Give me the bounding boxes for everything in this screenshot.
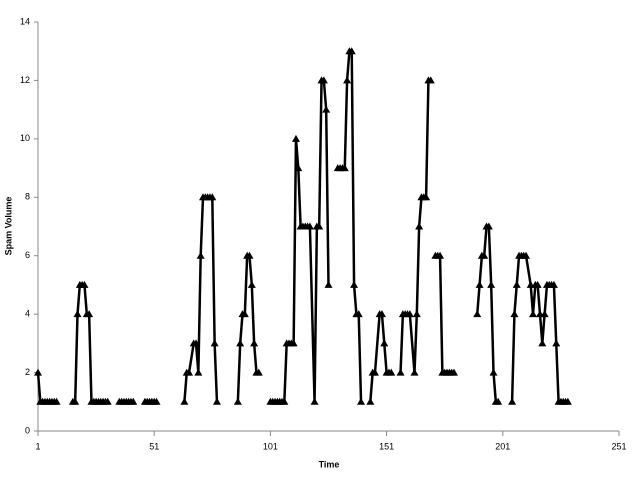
marker	[350, 280, 359, 288]
marker	[366, 397, 375, 405]
marker	[354, 310, 363, 318]
marker	[196, 251, 205, 259]
y-tick-label: 0	[25, 425, 30, 435]
marker	[343, 76, 352, 84]
x-tick-label: 151	[379, 441, 394, 451]
marker	[473, 310, 482, 318]
marker	[289, 339, 298, 347]
marker	[319, 76, 328, 84]
marker	[475, 280, 484, 288]
x-tick-label: 1	[35, 441, 40, 451]
x-tick-label: 101	[263, 441, 278, 451]
x-tick-label: 201	[495, 441, 510, 451]
marker	[85, 310, 94, 318]
marker	[533, 280, 542, 288]
marker	[210, 339, 219, 347]
marker	[185, 368, 194, 376]
y-axis-label: Spam Volume	[3, 197, 13, 256]
y-tick-label: 12	[20, 75, 30, 85]
marker	[357, 397, 366, 405]
y-tick-label: 4	[25, 309, 30, 319]
marker	[315, 222, 324, 230]
marker	[103, 397, 112, 405]
y-tick-label: 2	[25, 367, 30, 377]
marker	[294, 164, 303, 172]
marker	[236, 339, 245, 347]
x-tick-label: 251	[611, 441, 626, 451]
marker	[240, 310, 249, 318]
x-axis-label: Time	[319, 459, 340, 469]
marker	[129, 397, 138, 405]
marker	[370, 368, 379, 376]
marker	[512, 280, 521, 288]
marker	[415, 222, 424, 230]
marker	[305, 222, 314, 230]
marker	[549, 280, 558, 288]
marker	[340, 164, 349, 172]
marker	[245, 251, 254, 259]
marker	[233, 397, 242, 405]
y-tick-label: 14	[20, 16, 30, 26]
marker	[322, 105, 331, 113]
marker	[422, 193, 431, 201]
marker	[212, 397, 221, 405]
marker	[538, 339, 547, 347]
marker	[436, 251, 445, 259]
marker	[247, 280, 256, 288]
marker	[494, 397, 503, 405]
marker	[449, 368, 458, 376]
marker	[563, 397, 572, 405]
marker	[412, 310, 421, 318]
marker	[377, 310, 386, 318]
marker	[291, 134, 300, 142]
marker	[347, 47, 356, 55]
marker	[405, 310, 414, 318]
marker	[324, 280, 333, 288]
marker	[426, 76, 435, 84]
marker	[410, 368, 419, 376]
marker	[73, 310, 82, 318]
marker	[510, 310, 519, 318]
marker	[80, 280, 89, 288]
y-tick-label: 8	[25, 192, 30, 202]
marker	[71, 397, 80, 405]
marker	[194, 368, 203, 376]
marker	[180, 397, 189, 405]
marker	[522, 251, 531, 259]
marker	[552, 339, 561, 347]
y-tick-label: 10	[20, 133, 30, 143]
marker	[380, 339, 389, 347]
marker	[52, 397, 61, 405]
x-tick-label: 51	[149, 441, 159, 451]
marker	[280, 397, 289, 405]
marker	[208, 193, 217, 201]
marker	[254, 368, 263, 376]
marker	[310, 397, 319, 405]
marker	[487, 280, 496, 288]
marker	[484, 222, 493, 230]
marker	[387, 368, 396, 376]
marker	[152, 397, 161, 405]
marker	[250, 339, 259, 347]
marker	[34, 368, 42, 376]
marker	[192, 339, 201, 347]
marker	[396, 368, 405, 376]
marker	[480, 251, 489, 259]
marker	[508, 397, 517, 405]
marker	[529, 310, 538, 318]
marker	[489, 368, 498, 376]
y-tick-label: 6	[25, 250, 30, 260]
marker	[540, 310, 549, 318]
